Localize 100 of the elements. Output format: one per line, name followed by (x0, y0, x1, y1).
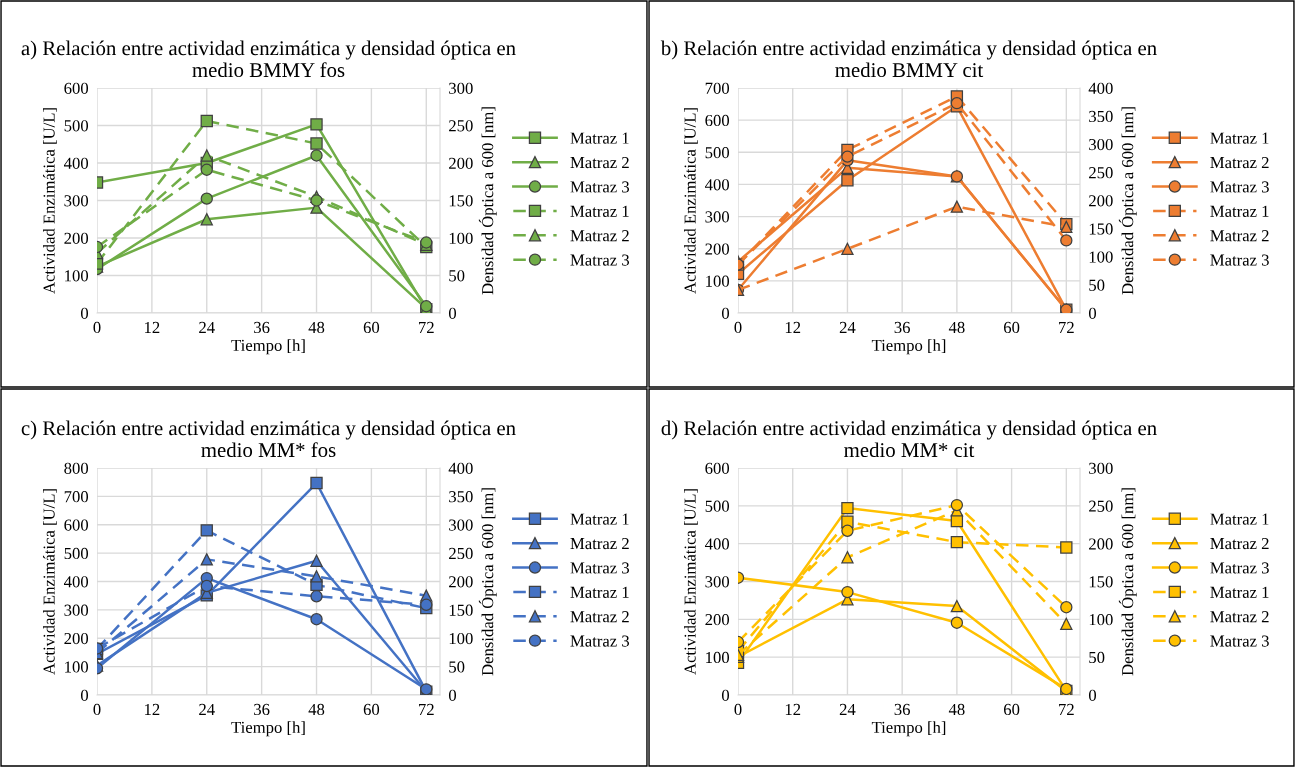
y-axis-title: Actividad Enzimática [U/L] (42, 108, 57, 294)
x-tick-label: 24 (839, 321, 856, 333)
y-tick-label: 400 (704, 538, 730, 550)
y2-tick-label: 100 (1089, 251, 1113, 263)
legend-label: Matraz 3 (1210, 254, 1269, 266)
legend-label: Matraz 3 (570, 181, 630, 193)
legend-label: Matraz 1 (570, 513, 629, 525)
legend-label: Matraz 1 (570, 132, 629, 144)
x-tick-label: 0 (93, 321, 101, 334)
y-tick-label: 100 (706, 275, 730, 287)
legend-label: Matraz 2 (1210, 230, 1269, 242)
y-tick-label: 200 (705, 243, 730, 255)
y-tick-label: 200 (64, 232, 89, 244)
y2-tick-label: 50 (1089, 651, 1105, 664)
x-axis-title: Tiempo [h] (231, 721, 305, 737)
chart-title: c) Relación entre actividad enzimática y densidad óptica en medio MM* fos (21, 420, 516, 458)
y-tick-label: 500 (705, 500, 730, 512)
y2-tick-label: 350 (1089, 110, 1113, 123)
y2-tick-label: 50 (449, 661, 465, 673)
legend-label: Matraz 3 (570, 254, 630, 266)
y-tick-label: 500 (705, 146, 730, 159)
legend-label: Matraz 1 (570, 205, 629, 217)
y2-tick-label: 100 (449, 632, 473, 645)
legend-label: Matraz 2 (1210, 611, 1269, 623)
x-tick-label: 60 (1003, 321, 1020, 334)
x-tick-label: 12 (785, 703, 801, 715)
y-tick-label: 200 (64, 632, 89, 645)
legend-label: Matraz 1 (1210, 132, 1269, 144)
legend-label: Matraz 1 (1210, 586, 1269, 598)
y2-axis-title: Densidad Óptica a 600 [nm] (478, 107, 497, 295)
x-tick-label: 0 (93, 703, 101, 716)
legend-label: Matraz 3 (1210, 635, 1269, 647)
legend-label: Matraz 3 (570, 635, 630, 647)
y-tick-label: 600 (64, 519, 89, 531)
y-tick-label: 700 (705, 82, 730, 94)
y-tick-label: 100 (706, 651, 730, 664)
y-tick-label: 600 (705, 462, 730, 474)
y2-tick-label: 350 (449, 491, 473, 503)
y-tick-label: 0 (721, 307, 730, 319)
legend-label: Matraz 2 (1210, 537, 1269, 550)
y2-tick-label: 150 (449, 604, 473, 616)
x-tick-label: 48 (308, 321, 325, 334)
y-tick-label: 300 (64, 604, 89, 616)
y2-axis-title: Densidad Óptica a 600 [nm] (478, 488, 497, 676)
y2-tick-label: 0 (1088, 307, 1097, 319)
y-tick-label: 100 (65, 661, 89, 673)
y2-tick-label: 50 (449, 270, 465, 282)
y-axis-title: Actividad Enzimática [U/L] (683, 489, 698, 675)
y-tick-label: 500 (64, 120, 89, 132)
x-tick-label: 48 (308, 703, 325, 716)
y2-tick-label: 0 (448, 307, 457, 319)
x-tick-label: 12 (145, 703, 160, 715)
y2-tick-label: 150 (1089, 223, 1113, 235)
legend-label: Matraz 2 (570, 156, 629, 169)
y-tick-label: 0 (80, 689, 89, 701)
legend-label: Matraz 3 (1210, 562, 1269, 574)
x-tick-label: 0 (734, 321, 742, 334)
y-tick-label: 600 (705, 114, 730, 127)
y-tick-label: 100 (65, 270, 89, 282)
y-tick-label: 300 (64, 195, 89, 207)
legend-label: Matraz 2 (570, 537, 629, 550)
y-tick-label: 700 (64, 491, 89, 503)
y2-tick-label: 300 (1089, 138, 1113, 151)
x-tick-label: 72 (1059, 703, 1074, 715)
y-tick-label: 0 (721, 689, 730, 701)
x-tick-label: 48 (948, 703, 965, 716)
y-axis-title: Actividad Enzimática [U/L] (42, 489, 57, 675)
chart-title: a) Relación entre actividad enzimática y densidad óptica en medio BMMY fos (21, 40, 516, 78)
x-tick-label: 12 (785, 321, 801, 333)
x-tick-label: 72 (419, 703, 434, 715)
x-tick-label: 48 (948, 321, 965, 334)
y-tick-label: 600 (64, 82, 89, 94)
y2-tick-label: 200 (1089, 538, 1113, 550)
y2-tick-label: 400 (1088, 82, 1113, 94)
chart-title: b) Relación entre actividad enzimática y densidad óptica en medio BMMY cit (660, 40, 1157, 78)
x-tick-label: 0 (734, 703, 742, 716)
y2-tick-label: 100 (1089, 614, 1113, 626)
x-axis-title: Tiempo [h] (231, 339, 305, 355)
x-tick-label: 72 (419, 321, 434, 333)
y2-tick-label: 300 (1089, 462, 1113, 474)
x-tick-label: 24 (199, 703, 215, 715)
y2-axis-title: Densidad Óptica a 600 [nm] (1118, 488, 1137, 676)
y2-tick-label: 300 (449, 519, 473, 531)
y2-tick-label: 200 (449, 157, 473, 169)
x-tick-label: 12 (145, 321, 160, 333)
y-tick-label: 400 (704, 179, 730, 191)
y2-tick-label: 0 (448, 689, 457, 701)
x-axis-title: Tiempo [h] (871, 721, 946, 737)
y2-tick-label: 200 (1089, 195, 1113, 207)
x-tick-label: 60 (363, 703, 380, 716)
x-axis-title: Tiempo [h] (871, 339, 946, 355)
x-tick-label: 24 (839, 703, 856, 715)
legend-label: Matraz 2 (570, 611, 629, 623)
x-tick-label: 36 (254, 703, 270, 716)
legend-label: Matraz 3 (1210, 181, 1269, 193)
y2-tick-label: 300 (449, 82, 473, 94)
y-tick-label: 0 (80, 307, 89, 319)
y2-tick-label: 250 (1089, 167, 1113, 179)
x-tick-label: 60 (363, 321, 380, 334)
legend-label: Matraz 3 (570, 562, 630, 574)
